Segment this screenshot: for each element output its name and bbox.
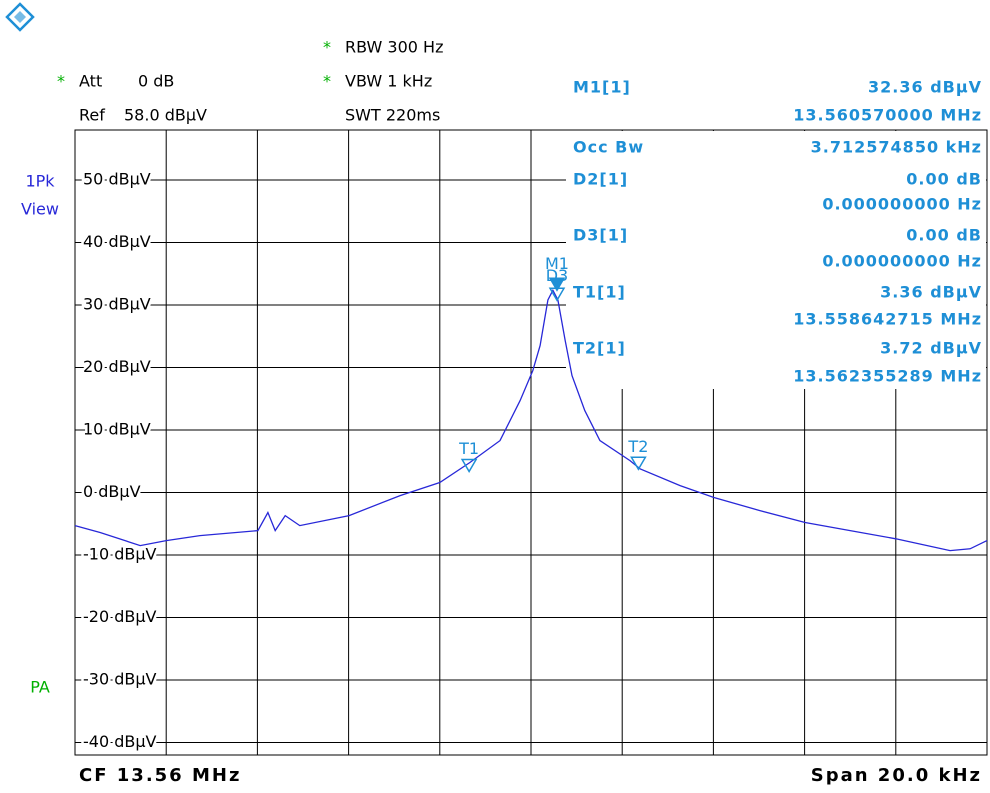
plot-frame <box>74 129 988 756</box>
readout-value: 3.36 dBµV <box>880 283 982 302</box>
detector: PA <box>30 678 50 697</box>
marker-tag: D3 <box>546 266 569 285</box>
readout-name: M1[1] <box>573 78 631 97</box>
asterisk: * <box>323 72 331 91</box>
plot: 50 dBµV 40 dBµV 30 dBµV 20 dBµV 10 dBµV 0 dBµ… <box>74 78 988 756</box>
center-frequency: CF 13.56 MHz <box>79 765 241 786</box>
y-tick-label: 20 dBµV <box>83 357 151 376</box>
readout-value: 13.558642715 MHz <box>793 310 982 329</box>
ref: Ref <box>79 106 105 125</box>
readout-name: T2[1] <box>573 339 626 358</box>
ref-value: 58.0 dBµV <box>124 106 207 125</box>
logo <box>5 2 35 32</box>
swt: SWT 220ms <box>345 106 440 125</box>
delta-marker <box>548 287 566 302</box>
rbw: RBW 300 Hz <box>345 38 443 57</box>
readout-value: 0.000000000 Hz <box>822 252 982 271</box>
readout-name: D3[1] <box>573 226 628 245</box>
trace-mode: 1Pk <box>25 172 55 191</box>
readout-name: Occ Bw <box>573 138 644 157</box>
readout-panel <box>566 131 986 389</box>
readout-name: D2[1] <box>573 170 628 189</box>
readout-value: 32.36 dBµV <box>868 78 982 97</box>
readout-value: 3.72 dBµV <box>880 339 982 358</box>
y-tick-label: -40 dBµV <box>83 732 157 751</box>
trace-view: View <box>21 200 59 219</box>
y-tick-label: 0 dBµV <box>83 482 141 501</box>
marker-tag: M1 <box>545 254 569 273</box>
asterisk: * <box>57 72 65 91</box>
marker-tag: T2 <box>627 437 648 456</box>
y-tick-label: 40 dBµV <box>83 232 151 251</box>
readout-value: 3.712574850 kHz <box>811 138 982 157</box>
y-tick-label: -10 dBµV <box>83 545 157 564</box>
readout-value: 13.562355289 MHz <box>793 367 982 386</box>
y-tick-label: 30 dBµV <box>83 295 151 314</box>
att: Att <box>79 72 102 91</box>
readout-value: 0.00 dB <box>906 170 982 189</box>
marker <box>460 458 478 473</box>
marker <box>630 456 647 471</box>
readout-name: T1[1] <box>573 283 626 302</box>
att-value: 0 dB <box>138 72 174 91</box>
readout-value: 0.00 dB <box>906 226 982 245</box>
readout-value: 0.000000000 Hz <box>822 195 982 214</box>
marker <box>548 277 566 292</box>
y-tick-label: 50 dBµV <box>83 170 151 189</box>
trace <box>74 288 988 552</box>
span: Span 20.0 kHz <box>811 765 982 786</box>
y-tick-label: 10 dBµV <box>83 420 151 439</box>
vbw: VBW 1 kHz <box>345 72 432 91</box>
y-tick-label: -30 dBµV <box>83 670 157 689</box>
marker-tag: T1 <box>458 439 479 458</box>
readout-value: 13.560570000 MHz <box>793 106 982 125</box>
asterisk: * <box>323 38 331 57</box>
y-tick-label: -20 dBµV <box>83 607 157 626</box>
